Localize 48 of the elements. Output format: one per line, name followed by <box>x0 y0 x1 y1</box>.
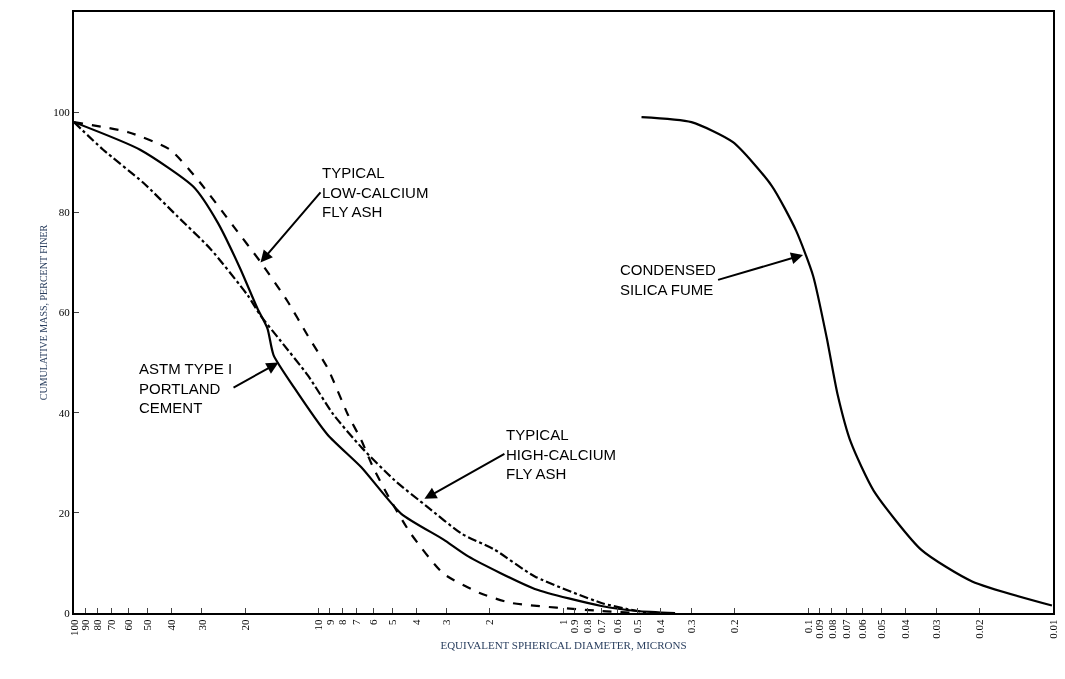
annotation: TYPICAL HIGH-CALCIUM FLY ASH <box>506 426 617 482</box>
x-tick-label: 0.04 <box>899 618 912 639</box>
x-tick-label: 8 <box>336 618 349 625</box>
x-tick-label: 40 <box>164 618 177 631</box>
y-tick-label: 40 <box>58 406 71 419</box>
y-tick-label: 100 <box>53 106 71 119</box>
x-tick-label: 0.4 <box>654 618 667 634</box>
x-tick-label: 0.6 <box>611 618 624 634</box>
x-tick-label: 0.9 <box>568 618 581 634</box>
x-tick-label: 3 <box>440 618 453 625</box>
annotation: ASTM TYPE I PORTLAND CEMENT <box>139 360 233 416</box>
x-tick-label: 10 <box>312 618 325 631</box>
x-tick-label: 0.5 <box>630 618 643 634</box>
y-tick-label: 0 <box>64 606 71 619</box>
x-tick-label: 0.07 <box>839 618 852 639</box>
annotation: CONDENSED SILICA FUME <box>620 261 717 298</box>
x-tick-label: 0.3 <box>685 618 698 634</box>
x-tick-label: 9 <box>323 618 336 625</box>
x-tick-label: 30 <box>195 618 208 631</box>
x-tick-label: 6 <box>366 618 379 625</box>
x-tick-label: 60 <box>121 618 134 631</box>
y-tick-label: 80 <box>58 206 71 219</box>
x-tick-label: 50 <box>141 618 154 631</box>
y-tick-label: 60 <box>58 306 71 319</box>
x-tick-label: 70 <box>105 618 118 631</box>
x-tick-label: 0.02 <box>972 619 985 639</box>
x-tick-label: 90 <box>78 618 91 631</box>
x-tick-label: 0.05 <box>875 618 888 639</box>
x-tick-label: 80 <box>91 618 104 631</box>
x-tick-label: 0.03 <box>929 618 942 639</box>
x-tick-label: 0.01 <box>1046 619 1059 639</box>
x-tick-label: 4 <box>409 618 422 625</box>
y-axis-title: CUMULATIVE MASS, PERCENT FINER <box>37 224 49 401</box>
x-tick-label: 0.08 <box>825 618 838 639</box>
x-tick-label: 20 <box>238 618 251 631</box>
x-tick-label: 0.1 <box>801 619 814 634</box>
x-tick-label: 7 <box>350 618 363 625</box>
y-tick-label: 20 <box>58 506 71 519</box>
x-tick-label: 0.09 <box>813 618 826 639</box>
x-axis-title: EQUIVALENT SPHERICAL DIAMETER, MICRONS <box>440 639 687 652</box>
x-tick-label: 0.06 <box>856 618 869 639</box>
x-tick-label: 1 <box>557 619 570 625</box>
x-tick-label: 0.7 <box>594 618 607 634</box>
x-tick-label: 0.8 <box>580 618 593 634</box>
x-tick-label: 5 <box>386 618 399 625</box>
x-tick-label: 0.2 <box>728 619 741 634</box>
x-tick-label: 2 <box>483 619 496 625</box>
annotation: TYPICAL LOW-CALCIUM FLY ASH <box>322 164 429 220</box>
